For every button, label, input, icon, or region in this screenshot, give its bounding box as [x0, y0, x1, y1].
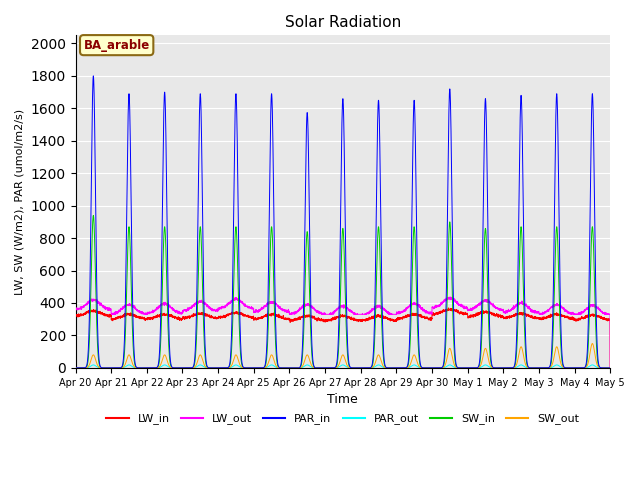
Text: BA_arable: BA_arable — [84, 38, 150, 52]
Title: Solar Radiation: Solar Radiation — [285, 15, 401, 30]
X-axis label: Time: Time — [328, 393, 358, 406]
Y-axis label: LW, SW (W/m2), PAR (umol/m2/s): LW, SW (W/m2), PAR (umol/m2/s) — [15, 108, 25, 295]
Legend: LW_in, LW_out, PAR_in, PAR_out, SW_in, SW_out: LW_in, LW_out, PAR_in, PAR_out, SW_in, S… — [102, 409, 584, 429]
